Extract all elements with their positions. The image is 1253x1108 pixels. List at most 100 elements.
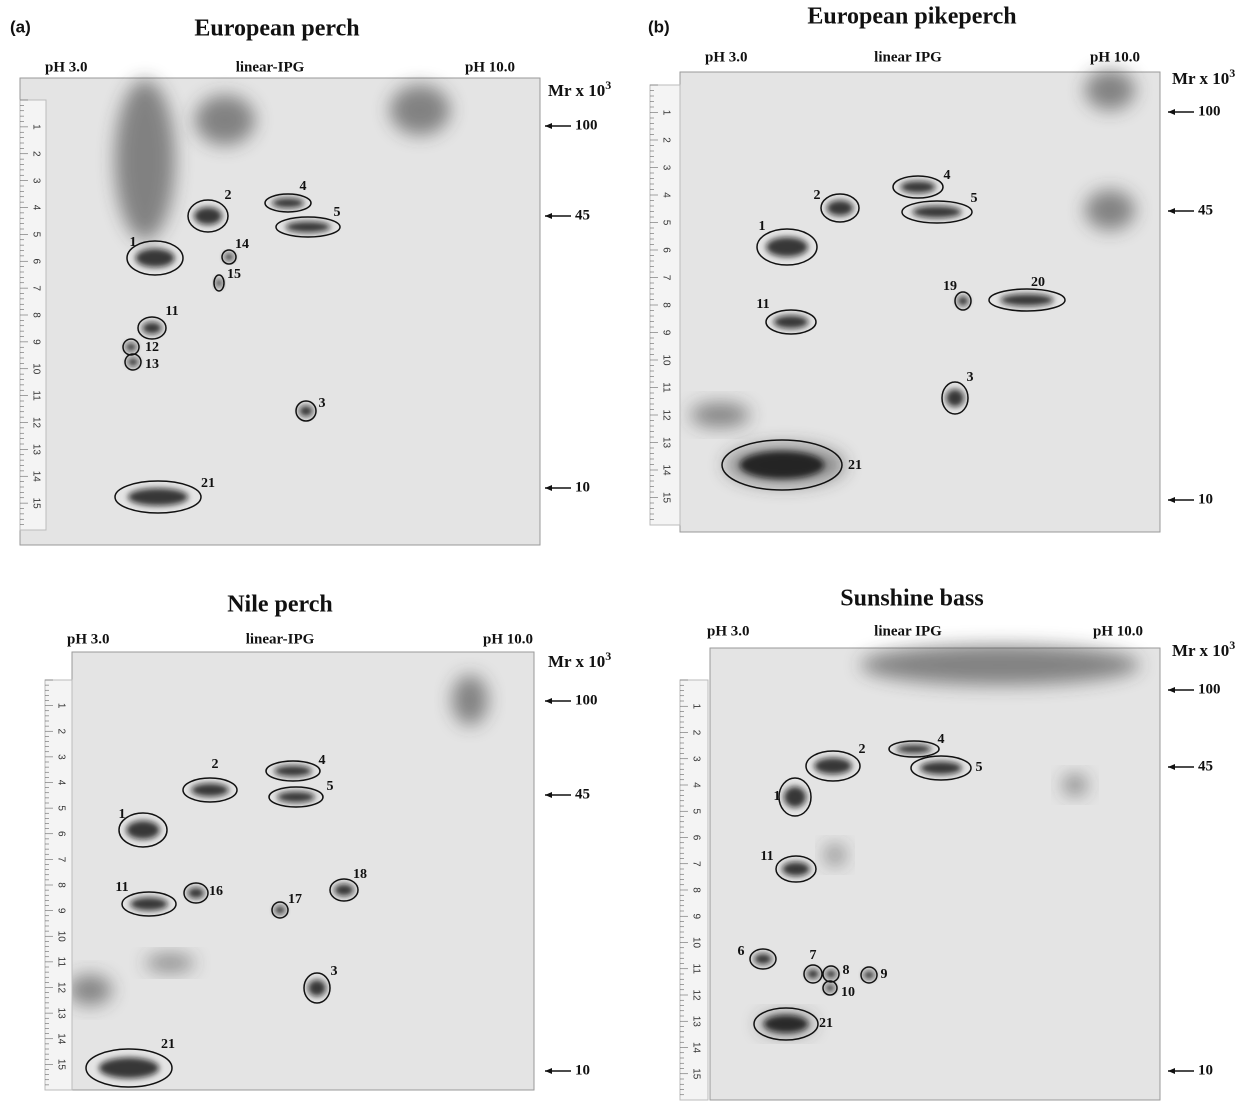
spot-label: 18 — [353, 867, 367, 882]
spot-label: 2 — [225, 188, 232, 203]
mr-label: Mr x 103 — [548, 78, 611, 100]
mr-exponent: 3 — [605, 649, 611, 663]
ruler-number: 15 — [30, 498, 41, 510]
spot-label: 4 — [938, 732, 945, 747]
marker-arrowhead — [1168, 109, 1175, 115]
spot-circle — [721, 439, 843, 491]
spot-circle — [264, 193, 312, 213]
marker-label: 45 — [1198, 758, 1213, 774]
marker-label: 100 — [1198, 681, 1221, 697]
spot-circle — [805, 750, 861, 782]
protein-blob — [191, 783, 229, 797]
spot-circle — [749, 948, 777, 970]
ruler-number: 5 — [55, 805, 66, 811]
spot-circle — [121, 891, 177, 917]
ruler-number: 11 — [660, 382, 671, 393]
spot-circle — [822, 980, 838, 996]
spot-circle — [910, 755, 972, 781]
spot-circle — [85, 1048, 173, 1088]
protein-blob — [783, 786, 807, 808]
panel-label: (a) — [10, 17, 31, 36]
spot-circle — [941, 381, 969, 415]
ruler-number: 2 — [690, 730, 701, 736]
smear — [1063, 775, 1087, 795]
protein-blob — [825, 984, 835, 992]
spot-label: 7 — [810, 948, 817, 963]
ph-left: pH 3.0 — [707, 623, 750, 639]
marker-label: 45 — [575, 786, 590, 802]
ruler-number: 7 — [55, 857, 66, 863]
spot-label: 15 — [227, 267, 241, 282]
ruler-number: 15 — [690, 1068, 701, 1080]
spot-circle — [803, 964, 823, 984]
spot-circle — [954, 291, 972, 311]
ruler-number: 13 — [55, 1008, 66, 1020]
ruler-number: 8 — [30, 312, 41, 318]
spot-label: 8 — [843, 963, 850, 978]
ruler-number: 9 — [660, 330, 671, 336]
spot-label: 11 — [760, 849, 773, 864]
panel-title: European perch — [194, 16, 359, 42]
spot-circle — [765, 309, 817, 335]
ruler-number: 12 — [55, 982, 66, 994]
spot-label: 2 — [212, 757, 219, 772]
protein-blob — [224, 253, 234, 261]
protein-blob — [130, 897, 168, 911]
marker-arrowhead — [545, 485, 552, 491]
protein-blob — [215, 278, 223, 288]
ruler-number: 7 — [690, 861, 701, 867]
ruler-number: 8 — [690, 887, 701, 893]
marker-label: 45 — [1198, 202, 1213, 218]
protein-blob — [740, 451, 824, 479]
spot-label: 12 — [145, 340, 159, 355]
marker-arrowhead — [545, 123, 552, 129]
marker-arrowhead — [1168, 1068, 1175, 1074]
gradient-label: linear IPG — [874, 49, 942, 65]
protein-blob — [900, 180, 936, 194]
ruler-number: 13 — [30, 444, 41, 456]
marker-arrowhead — [1168, 497, 1175, 503]
ruler-number: 6 — [660, 247, 671, 253]
ruler-number: 14 — [690, 1042, 701, 1054]
marker-arrowhead — [545, 213, 552, 219]
protein-blob — [277, 791, 315, 803]
spot-label: 5 — [327, 779, 334, 794]
ruler-number: 12 — [30, 417, 41, 429]
panel-title: Nile perch — [227, 592, 333, 618]
protein-blob — [920, 761, 962, 775]
smear — [690, 403, 750, 427]
spot-circle — [124, 353, 142, 371]
smear — [68, 975, 112, 1005]
spot-label: 5 — [976, 760, 983, 775]
ruler-number: 11 — [690, 964, 701, 975]
ruler-number: 4 — [55, 780, 66, 786]
ruler-number: 15 — [660, 492, 671, 504]
ruler-number: 2 — [55, 728, 66, 734]
spot-label: 16 — [209, 884, 223, 899]
marker-arrowhead — [1168, 208, 1175, 214]
gradient-label: linear-IPG — [246, 631, 315, 647]
ph-right: pH 10.0 — [1093, 623, 1143, 639]
marker-arrowhead — [545, 1068, 552, 1074]
protein-blob — [912, 205, 962, 219]
spot-circle — [187, 199, 229, 233]
spot-circle — [775, 855, 817, 883]
protein-blob — [773, 315, 809, 329]
ruler-number: 9 — [30, 339, 41, 345]
protein-blob — [945, 389, 965, 407]
ruler-number: 5 — [660, 220, 671, 226]
ruler-number: 6 — [55, 831, 66, 837]
ph-left: pH 3.0 — [45, 59, 88, 75]
ph-right: pH 10.0 — [483, 631, 533, 647]
marker-label: 100 — [575, 117, 598, 133]
marker-label: 45 — [575, 207, 590, 223]
protein-blob — [307, 979, 327, 997]
spot-circle — [137, 316, 167, 340]
marker-label: 100 — [1198, 103, 1221, 119]
ruler-number: 6 — [30, 258, 41, 264]
ruler-number: 1 — [55, 703, 66, 709]
ruler-number: 10 — [55, 931, 66, 943]
protein-blob — [142, 321, 162, 335]
